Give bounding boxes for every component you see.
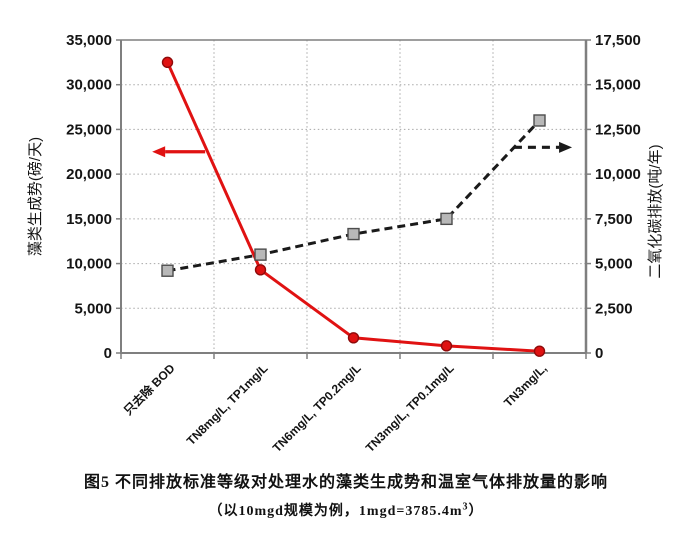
left-axis-tick-label: 25,000 [66,121,112,138]
data-point-circle [440,340,453,352]
right-axis-tick-label: 2,500 [595,300,633,317]
left-axis-title: 藻类生成势(磅/天) [27,137,44,256]
right-axis-tick-label: 5,000 [595,256,633,273]
left-axis-tick-label: 20,000 [66,166,112,183]
left-axis-tick-label: 30,000 [66,77,112,94]
right-axis-tick-label: 12,500 [595,121,641,138]
data-point-circle [161,56,174,69]
figure-caption: 图5 不同排放标准等级对处理水的藻类生成势和温室气体排放量的影响 （以10mgd… [0,468,692,520]
caption-note-text: （以10mgd规模为例，1mgd=3785.4m [208,504,463,519]
data-point-square [347,227,360,241]
right-axis-title: 二氧化碳排放(吨/年) [647,144,664,278]
right-axis-tick-label: 10,000 [595,166,641,183]
caption-note-close: ） [468,504,484,519]
left-axis-tick-label: 0 [104,345,112,362]
right-arrow-head [559,141,573,153]
data-point-square [161,264,174,277]
chart-canvas: 0 5,000 10,000 15,000 20,000 25,000 30,000 35,0… [27,32,664,455]
left-arrow-head [152,146,166,158]
data-point-square [440,212,453,226]
x-axis-category-label: TN3mg/L, TP0.1mg/L [363,361,457,455]
x-axis-category-label: TN3mg/L, [501,361,550,410]
figure-caption-note: （以10mgd规模为例，1mgd=3785.4m3） [0,500,692,520]
right-axis-tick-label: 17,500 [595,32,641,49]
dual-axis-line-chart: 0 5,000 10,000 15,000 20,000 25,000 30,000 35,0… [27,32,664,455]
series-line-2 [167,119,541,273]
left-axis-tick-label: 5,000 [74,300,112,317]
data-point-circle [533,345,546,357]
right-axis-tick-label: 0 [595,345,603,362]
left-axis-tick-label: 35,000 [66,32,112,49]
left-axis-tick-label: 15,000 [66,211,112,228]
x-axis-category-label: 只去除 BOD [120,360,178,418]
caption-superscript: 3 [462,501,469,513]
data-point-square [254,248,267,261]
series-line-1 [166,61,540,353]
data-point-circle [254,264,267,276]
data-point-square [533,114,546,127]
left-axis-tick-label: 10,000 [66,256,112,273]
x-axis-category-label: TN6mg/L, TP0.2mg/L [270,361,364,455]
data-point-circle [347,332,360,344]
right-axis-tick-label: 7,500 [595,211,633,228]
x-axis-category-label: TN8mg/L, TP1mg/L [184,361,271,448]
figure-caption-title: 图5 不同排放标准等级对处理水的藻类生成势和温室气体排放量的影响 [83,474,608,491]
right-axis-tick-label: 15,000 [595,77,641,94]
